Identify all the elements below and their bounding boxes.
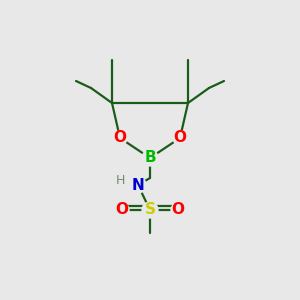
Text: S: S: [145, 202, 155, 217]
Text: N: N: [132, 178, 144, 193]
Text: B: B: [144, 151, 156, 166]
Circle shape: [115, 203, 129, 217]
Text: O: O: [116, 202, 128, 217]
Text: O: O: [173, 130, 187, 146]
Circle shape: [130, 177, 146, 193]
Circle shape: [173, 131, 187, 145]
Text: O: O: [113, 130, 127, 146]
Circle shape: [142, 150, 158, 166]
Circle shape: [142, 202, 158, 218]
Text: H: H: [115, 173, 125, 187]
Circle shape: [113, 131, 127, 145]
Text: O: O: [172, 202, 184, 217]
Circle shape: [171, 203, 185, 217]
